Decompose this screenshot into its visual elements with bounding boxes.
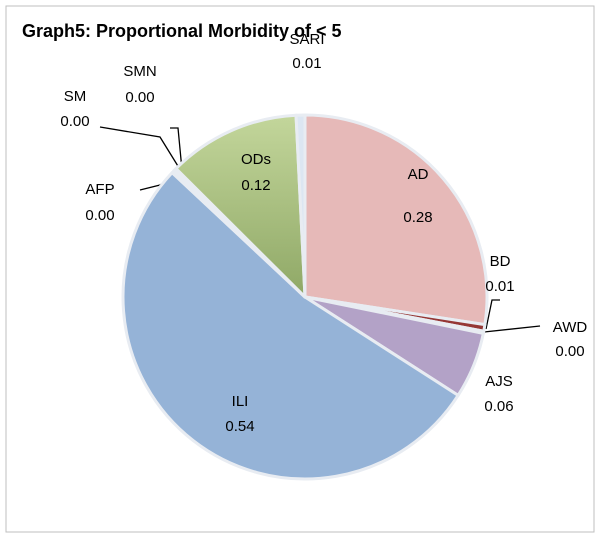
slice-value: 0.12 [241, 177, 270, 194]
pie [121, 113, 489, 481]
slice-value: 0.01 [485, 278, 514, 295]
slice-value: 0.00 [60, 113, 89, 130]
chart-title: Graph5: Proportional Morbidity of < 5 [22, 21, 342, 41]
slice-name: AD [408, 166, 429, 183]
slice-name: SMN [123, 63, 156, 80]
slice-name: AWD [553, 319, 588, 336]
slice-value: 0.28 [403, 209, 432, 226]
slice-value: 0.54 [225, 418, 254, 435]
slice-name: SARI [289, 31, 324, 48]
pie-slice [121, 171, 460, 481]
pie-slice [294, 113, 307, 299]
slice-name: BD [490, 253, 511, 270]
slice-value: 0.06 [484, 398, 513, 415]
slice-value: 0.00 [85, 207, 114, 224]
pie-slice [303, 113, 489, 327]
labels: AD 0.28 BD 0.01 AWD 0.00 AJS 0.06 ILI 0.54 AFP 0.00… [60, 31, 587, 435]
slice-name: ILI [232, 393, 249, 410]
slice-name: AFP [85, 181, 114, 198]
slice-name: AJS [485, 373, 513, 390]
slice-value: 0.00 [125, 89, 154, 106]
slice-name: SM [64, 88, 87, 105]
slice-value: 0.00 [555, 343, 584, 360]
slice-name: ODs [241, 151, 271, 168]
pie-slice [174, 113, 307, 299]
slice-value: 0.01 [292, 55, 321, 72]
